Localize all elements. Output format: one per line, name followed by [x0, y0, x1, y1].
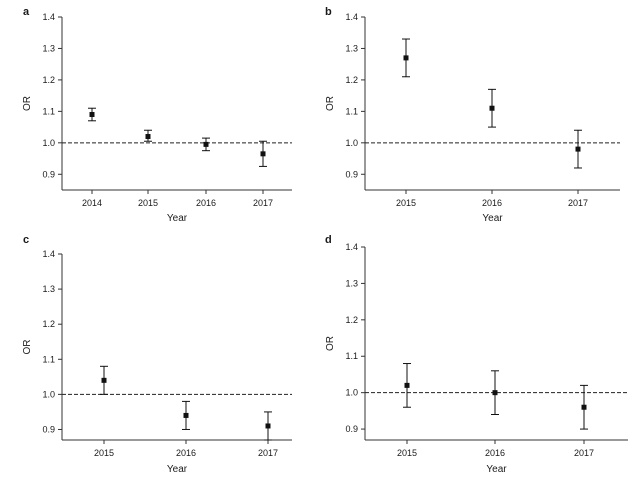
x-tick-label: 2017 [258, 448, 278, 458]
x-tick-label: 2015 [94, 448, 114, 458]
panel-letter: a [23, 6, 30, 18]
y-tick-label: 1.4 [345, 242, 358, 252]
y-axis-title: OR [22, 340, 33, 355]
panel-letter: d [325, 234, 332, 246]
x-tick-label: 2016 [176, 448, 196, 458]
y-tick-label: 1.3 [42, 284, 55, 294]
x-tick-label: 2017 [574, 448, 594, 458]
data-point [89, 112, 95, 118]
data-point [492, 390, 498, 396]
panel-a: a 0.9 1.0 1.1 1.2 1.3 1.4 OR 2014 2015 2016 2017 Yea… [22, 6, 292, 224]
y-tick-label: 1.0 [42, 389, 55, 399]
y-tick-label: 1.0 [345, 388, 358, 398]
y-tick-label: 1.1 [42, 354, 55, 364]
data-point [101, 377, 107, 383]
panel-c: c 0.9 1.0 1.1 1.2 1.3 1.4 OR 2015 2016 2017 Year [22, 234, 292, 475]
y-tick-label: 1.4 [345, 12, 358, 22]
y-tick-label: 1.1 [345, 106, 358, 116]
y-tick-label: 1.2 [42, 319, 55, 329]
x-tick-label: 2016 [482, 198, 502, 208]
x-tick-label: 2015 [397, 448, 417, 458]
data-point [581, 404, 587, 410]
x-tick-label: 2016 [196, 198, 216, 208]
panel-letter: c [23, 234, 29, 246]
data-point [203, 141, 209, 147]
y-tick-label: 0.9 [42, 169, 55, 179]
y-tick-label: 1.2 [345, 75, 358, 85]
data-point [183, 412, 189, 418]
x-tick-label: 2017 [253, 198, 273, 208]
y-axis-title: OR [325, 96, 336, 111]
data-point [145, 134, 151, 140]
panel-b: b 0.9 1.0 1.1 1.2 1.3 1.4 OR 2015 2016 2017 Year [325, 6, 620, 224]
y-tick-label: 1.1 [42, 106, 55, 116]
data-point [404, 382, 410, 388]
y-tick-label: 1.3 [345, 278, 358, 288]
x-axis-title: Year [167, 213, 188, 224]
x-tick-label: 2015 [138, 198, 158, 208]
x-tick-label: 2014 [82, 198, 102, 208]
y-tick-label: 1.4 [42, 12, 55, 22]
x-axis-title: Year [482, 213, 503, 224]
y-axis-title: OR [22, 96, 33, 111]
y-tick-label: 1.2 [42, 75, 55, 85]
y-tick-label: 0.9 [345, 169, 358, 179]
x-axis-title: Year [167, 464, 188, 475]
y-tick-label: 1.3 [42, 43, 55, 53]
y-tick-label: 1.0 [345, 138, 358, 148]
x-tick-label: 2016 [485, 448, 505, 458]
panel-letter: b [325, 6, 332, 18]
data-point [575, 146, 581, 152]
panel-d: d 0.9 1.0 1.1 1.2 1.3 1.4 OR 2015 2016 2017 Year [325, 234, 628, 475]
x-axis-title: Year [486, 464, 507, 475]
data-point [489, 105, 495, 111]
y-tick-label: 1.0 [42, 138, 55, 148]
y-tick-label: 1.2 [345, 315, 358, 325]
x-tick-label: 2015 [396, 198, 416, 208]
data-point [260, 151, 266, 157]
y-tick-label: 1.3 [345, 43, 358, 53]
y-tick-label: 0.9 [42, 424, 55, 434]
y-tick-label: 1.1 [345, 351, 358, 361]
y-axis-title: OR [325, 336, 336, 351]
data-point [403, 55, 409, 61]
y-tick-label: 1.4 [42, 249, 55, 259]
y-tick-label: 0.9 [345, 424, 358, 434]
x-tick-label: 2017 [568, 198, 588, 208]
data-point [265, 423, 271, 429]
